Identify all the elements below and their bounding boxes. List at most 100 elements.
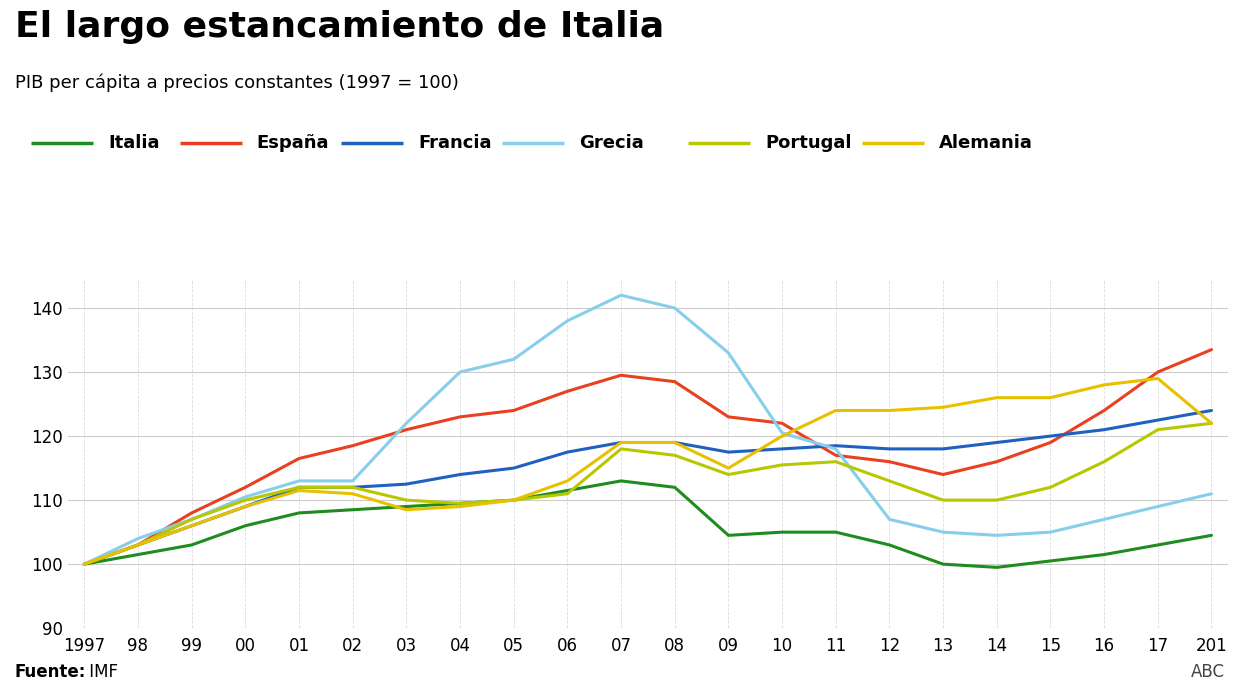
Italia (1096, 550, 1111, 558)
Grecia (345, 477, 360, 485)
Grecia (990, 531, 1004, 540)
Portugal (614, 445, 629, 453)
Alemania (990, 394, 1004, 402)
Francia (936, 445, 951, 453)
Italia (667, 483, 682, 491)
España (560, 387, 575, 396)
Italia (399, 503, 414, 511)
España (775, 419, 790, 427)
Alemania (453, 503, 467, 511)
Portugal (238, 496, 253, 505)
Alemania (1043, 394, 1058, 402)
Grecia (828, 445, 843, 453)
Alemania (667, 438, 682, 447)
Italia (720, 531, 735, 540)
España (828, 451, 843, 459)
Francia (77, 560, 92, 568)
Alemania (130, 541, 145, 549)
Italia (775, 528, 790, 536)
Grecia (720, 349, 735, 357)
Portugal (667, 451, 682, 459)
España (990, 457, 1004, 466)
Francia (399, 480, 414, 489)
España (130, 541, 145, 549)
Grecia (1096, 515, 1111, 524)
Grecia (238, 493, 253, 501)
España (77, 560, 92, 568)
Italia (453, 499, 467, 507)
Francia (238, 503, 253, 511)
Francia (506, 464, 521, 473)
Italia (345, 505, 360, 514)
Portugal (185, 515, 200, 524)
Grecia (614, 291, 629, 299)
Line: Francia: Francia (84, 410, 1211, 564)
Italia (185, 541, 200, 549)
España (1151, 368, 1166, 376)
Text: ABC: ABC (1192, 662, 1225, 681)
Portugal (345, 483, 360, 491)
Grecia (775, 429, 790, 437)
Francia (130, 541, 145, 549)
Portugal (720, 470, 735, 479)
Italia (1204, 531, 1219, 540)
Portugal (936, 496, 951, 505)
Francia (720, 448, 735, 456)
Grecia (560, 317, 575, 325)
España (291, 454, 306, 463)
Francia (560, 448, 575, 456)
Text: Italia: Italia (108, 134, 160, 152)
Line: Portugal: Portugal (84, 423, 1211, 564)
Italia (614, 477, 629, 485)
Francia (1151, 416, 1166, 424)
Portugal (399, 496, 414, 505)
Text: Fuente:: Fuente: (15, 662, 87, 681)
España (936, 470, 951, 479)
España (506, 406, 521, 415)
España (1096, 406, 1111, 415)
Grecia (130, 535, 145, 543)
Grecia (185, 515, 200, 524)
Alemania (1151, 374, 1166, 383)
Alemania (882, 406, 897, 415)
España (1204, 346, 1219, 354)
Alemania (291, 487, 306, 495)
España (238, 483, 253, 491)
Alemania (238, 503, 253, 511)
Alemania (345, 489, 360, 498)
Text: PIB per cápita a precios constantes (1997 = 100): PIB per cápita a precios constantes (199… (15, 73, 459, 92)
Francia (1204, 406, 1219, 415)
Alemania (506, 496, 521, 505)
Portugal (775, 461, 790, 469)
Grecia (936, 528, 951, 536)
Text: Francia: Francia (418, 134, 491, 152)
Francia (990, 438, 1004, 447)
Grecia (291, 477, 306, 485)
Francia (345, 483, 360, 491)
Francia (614, 438, 629, 447)
Francia (1096, 426, 1111, 434)
Alemania (775, 432, 790, 440)
Grecia (1151, 503, 1166, 511)
Alemania (399, 505, 414, 514)
España (453, 413, 467, 421)
Portugal (453, 499, 467, 507)
Alemania (828, 406, 843, 415)
Portugal (990, 496, 1004, 505)
Alemania (185, 521, 200, 530)
Italia (291, 509, 306, 517)
Francia (453, 470, 467, 479)
Francia (291, 483, 306, 491)
Alemania (1204, 419, 1219, 427)
Grecia (399, 419, 414, 427)
Text: España: España (257, 134, 329, 152)
España (399, 426, 414, 434)
Grecia (1204, 489, 1219, 498)
Italia (77, 560, 92, 568)
Line: Alemania: Alemania (84, 378, 1211, 564)
Italia (882, 541, 897, 549)
Text: Grecia: Grecia (579, 134, 644, 152)
España (720, 413, 735, 421)
Text: El largo estancamiento de Italia: El largo estancamiento de Italia (15, 10, 665, 45)
Portugal (77, 560, 92, 568)
